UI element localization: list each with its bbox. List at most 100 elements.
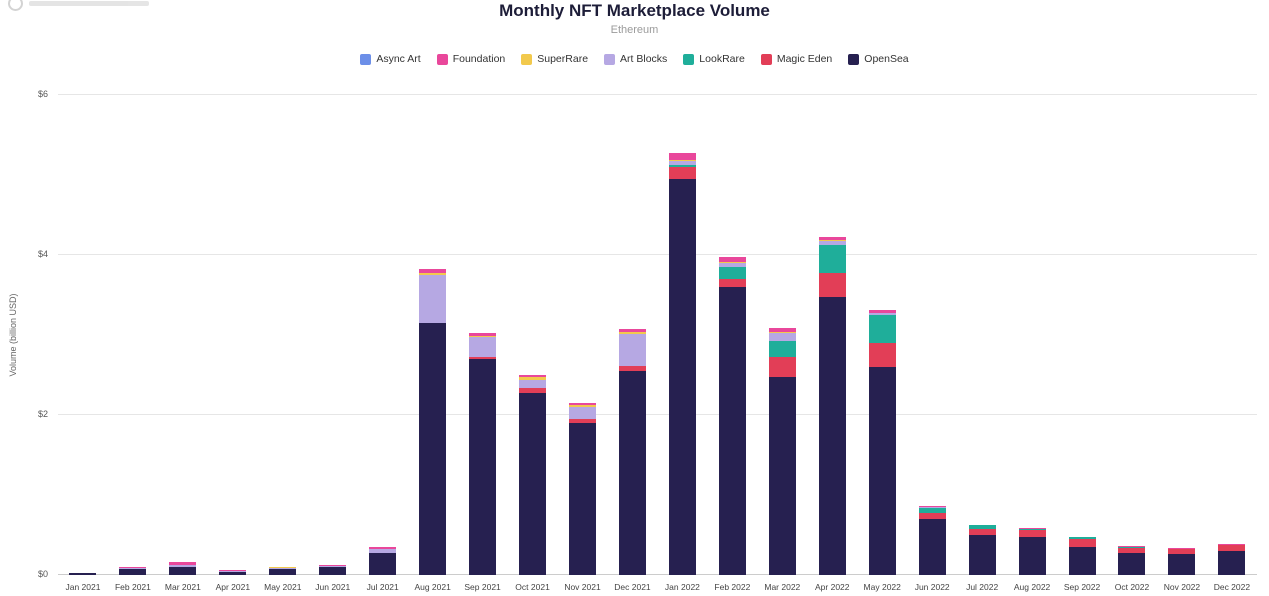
bar-segment-superrare[interactable] bbox=[169, 564, 197, 566]
bar-group-mar-2021[interactable] bbox=[169, 95, 197, 575]
bar-segment-superrare[interactable] bbox=[469, 335, 497, 338]
bar-group-nov-2021[interactable] bbox=[569, 95, 596, 575]
bar-segment-foundation[interactable] bbox=[219, 569, 247, 571]
bar-segment-opensea[interactable] bbox=[369, 553, 397, 575]
bar-segment-art-blocks[interactable] bbox=[818, 240, 846, 245]
bar-segment-foundation[interactable] bbox=[1168, 547, 1196, 549]
bar-segment-superrare[interactable] bbox=[519, 377, 547, 380]
bar-segment-foundation[interactable] bbox=[868, 310, 896, 313]
bar-group-dec-2021[interactable] bbox=[618, 95, 646, 575]
bar-segment-art-blocks[interactable] bbox=[169, 565, 197, 567]
bar-segment-magic-eden[interactable] bbox=[768, 356, 796, 377]
bar-segment-art-blocks[interactable] bbox=[618, 334, 646, 367]
bar-segment-opensea[interactable] bbox=[668, 179, 696, 575]
bar-segment-foundation[interactable] bbox=[269, 566, 297, 568]
bar-segment-magic-eden[interactable] bbox=[1218, 545, 1246, 551]
bar-segment-foundation[interactable] bbox=[1218, 543, 1246, 545]
bar-segment-opensea[interactable] bbox=[419, 323, 447, 575]
legend-item-superrare[interactable]: SuperRare bbox=[521, 53, 588, 65]
bar-group-feb-2021[interactable] bbox=[119, 95, 147, 575]
bar-segment-magic-eden[interactable] bbox=[1018, 530, 1046, 537]
bar-segment-opensea[interactable] bbox=[818, 296, 846, 575]
bar-group-aug-2022[interactable] bbox=[1018, 95, 1046, 575]
bar-segment-foundation[interactable] bbox=[319, 565, 347, 566]
bar-segment-foundation[interactable] bbox=[519, 375, 547, 378]
bar-segment-magic-eden[interactable] bbox=[618, 366, 646, 371]
bar-group-mar-2022[interactable] bbox=[768, 95, 796, 575]
bar-segment-lookrare[interactable] bbox=[968, 525, 996, 529]
bar-segment-foundation[interactable] bbox=[918, 506, 946, 508]
bar-segment-art-blocks[interactable] bbox=[419, 275, 447, 323]
bar-segment-magic-eden[interactable] bbox=[1068, 539, 1096, 547]
bar-segment-foundation[interactable] bbox=[768, 327, 796, 332]
bar-segment-opensea[interactable] bbox=[1118, 553, 1146, 575]
bar-segment-opensea[interactable] bbox=[1018, 536, 1046, 575]
bar-segment-opensea[interactable] bbox=[319, 567, 347, 575]
bar-segment-superrare[interactable] bbox=[618, 331, 646, 335]
bar-group-may-2022[interactable] bbox=[868, 95, 896, 575]
bar-segment-art-blocks[interactable] bbox=[319, 566, 347, 567]
bar-segment-foundation[interactable] bbox=[419, 269, 447, 274]
bar-segment-magic-eden[interactable] bbox=[519, 387, 547, 393]
bar-segment-opensea[interactable] bbox=[1168, 554, 1196, 575]
legend-item-lookrare[interactable]: LookRare bbox=[683, 53, 745, 65]
bar-segment-art-blocks[interactable] bbox=[469, 337, 497, 358]
bar-segment-foundation[interactable] bbox=[169, 562, 197, 565]
bar-segment-art-blocks[interactable] bbox=[519, 379, 547, 388]
bar-segment-opensea[interactable] bbox=[269, 568, 297, 575]
bar-segment-opensea[interactable] bbox=[768, 376, 796, 575]
bar-segment-superrare[interactable] bbox=[369, 548, 397, 550]
bar-segment-foundation[interactable] bbox=[718, 257, 746, 263]
bar-segment-lookrare[interactable] bbox=[818, 244, 846, 273]
bar-segment-foundation[interactable] bbox=[618, 329, 646, 332]
bar-group-jul-2021[interactable] bbox=[369, 95, 397, 575]
legend-item-art-blocks[interactable]: Art Blocks bbox=[604, 53, 667, 65]
bar-group-sep-2021[interactable] bbox=[469, 95, 497, 575]
bar-segment-foundation[interactable] bbox=[369, 547, 397, 549]
bar-segment-foundation[interactable] bbox=[968, 524, 996, 526]
bar-segment-foundation[interactable] bbox=[1118, 546, 1146, 548]
bar-segment-art-blocks[interactable] bbox=[569, 407, 596, 419]
bar-segment-opensea[interactable] bbox=[618, 371, 646, 575]
bar-segment-superrare[interactable] bbox=[419, 273, 447, 275]
bar-segment-lookrare[interactable] bbox=[868, 315, 896, 343]
bar-segment-art-blocks[interactable] bbox=[369, 549, 397, 554]
bar-group-may-2021[interactable] bbox=[269, 95, 297, 575]
bar-segment-art-blocks[interactable] bbox=[868, 313, 896, 315]
bar-segment-foundation[interactable] bbox=[119, 567, 147, 568]
bar-group-aug-2021[interactable] bbox=[419, 95, 447, 575]
bar-segment-art-blocks[interactable] bbox=[219, 571, 247, 572]
bar-segment-opensea[interactable] bbox=[968, 535, 996, 575]
bar-segment-lookrare[interactable] bbox=[768, 340, 796, 357]
bar-segment-superrare[interactable] bbox=[668, 159, 696, 162]
bar-segment-magic-eden[interactable] bbox=[1168, 549, 1196, 555]
bar-segment-opensea[interactable] bbox=[519, 392, 547, 575]
bar-segment-opensea[interactable] bbox=[469, 359, 497, 575]
bar-group-dec-2022[interactable] bbox=[1218, 95, 1246, 575]
legend-item-async-art[interactable]: Async Art bbox=[360, 53, 421, 65]
legend-item-opensea[interactable]: OpenSea bbox=[848, 53, 909, 65]
bar-segment-opensea[interactable] bbox=[569, 423, 596, 575]
bar-segment-magic-eden[interactable] bbox=[868, 343, 896, 367]
bar-segment-lookrare[interactable] bbox=[918, 507, 946, 513]
bar-segment-magic-eden[interactable] bbox=[569, 419, 596, 423]
bar-segment-art-blocks[interactable] bbox=[768, 332, 796, 341]
bar-segment-opensea[interactable] bbox=[1068, 547, 1096, 575]
bar-segment-foundation[interactable] bbox=[1018, 527, 1046, 529]
bar-segment-foundation[interactable] bbox=[569, 403, 596, 406]
bar-segment-superrare[interactable] bbox=[768, 331, 796, 333]
bar-segment-foundation[interactable] bbox=[1068, 536, 1096, 538]
bar-segment-foundation[interactable] bbox=[668, 153, 696, 160]
bar-segment-opensea[interactable] bbox=[119, 568, 147, 575]
bar-segment-opensea[interactable] bbox=[219, 571, 247, 575]
bar-segment-opensea[interactable] bbox=[918, 519, 946, 575]
bar-group-sep-2022[interactable] bbox=[1068, 95, 1096, 575]
bar-segment-lookrare[interactable] bbox=[1018, 528, 1046, 531]
bar-segment-lookrare[interactable] bbox=[1118, 547, 1146, 548]
bar-segment-lookrare[interactable] bbox=[668, 165, 696, 167]
bar-group-jul-2022[interactable] bbox=[968, 95, 996, 575]
bar-group-nov-2022[interactable] bbox=[1168, 95, 1196, 575]
bar-segment-superrare[interactable] bbox=[868, 312, 896, 314]
bar-group-apr-2022[interactable] bbox=[818, 95, 846, 575]
bar-segment-lookrare[interactable] bbox=[1218, 544, 1246, 546]
